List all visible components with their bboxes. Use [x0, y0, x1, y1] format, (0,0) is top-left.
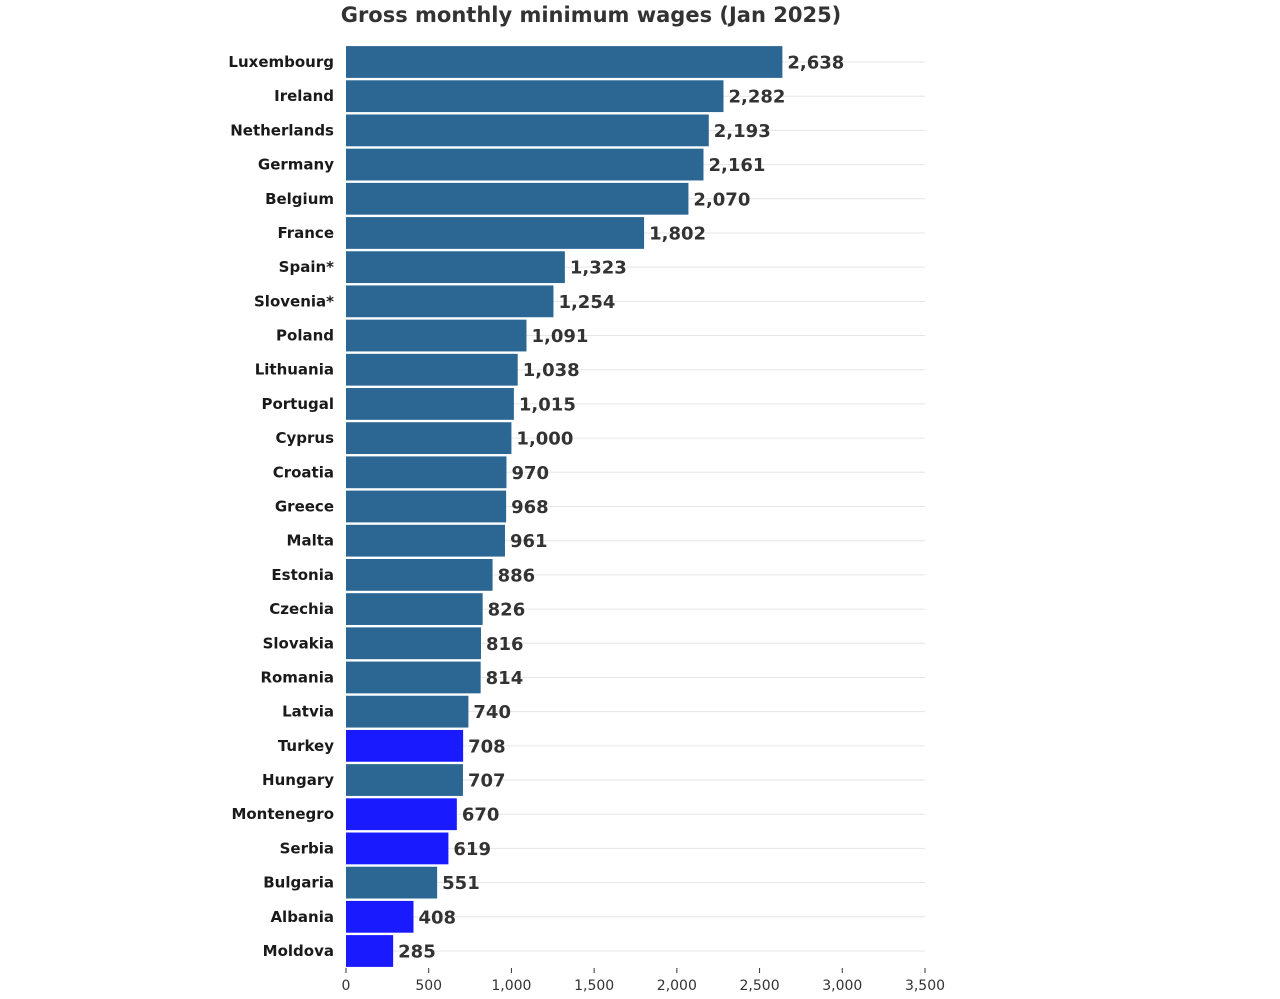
value-label: 707 — [468, 771, 506, 792]
category-label: Moldova — [263, 942, 334, 960]
value-label: 826 — [488, 600, 526, 621]
category-label: Malta — [287, 532, 334, 550]
x-tick-label: 0 — [342, 978, 351, 994]
bar — [346, 251, 565, 284]
bar — [346, 319, 527, 352]
category-label: Luxembourg — [228, 53, 334, 71]
category-label: Hungary — [262, 771, 334, 789]
value-label: 814 — [486, 668, 524, 689]
x-tick-label: 3,500 — [905, 978, 945, 994]
bar — [346, 524, 505, 557]
bar — [346, 182, 689, 215]
bar — [346, 764, 463, 796]
category-label: Spain* — [279, 258, 334, 276]
x-tick-label: 1,000 — [491, 978, 531, 994]
bar — [346, 422, 512, 455]
value-label: 1,091 — [531, 326, 588, 347]
x-tick-label: 2,000 — [657, 978, 697, 994]
bar — [346, 695, 469, 728]
bars — [346, 46, 783, 967]
value-label: 1,802 — [649, 223, 706, 244]
value-label: 2,161 — [708, 155, 765, 176]
category-label: Serbia — [280, 839, 334, 857]
category-label: Greece — [275, 498, 334, 516]
bar — [346, 832, 449, 865]
category-labels: Luxembourg Ireland Netherlands Germany Belgi… — [228, 53, 334, 960]
category-label: Netherlands — [230, 121, 334, 139]
category-label: Turkey — [278, 737, 334, 755]
value-label: 708 — [468, 736, 506, 757]
value-label: 551 — [442, 873, 480, 894]
category-label: Albania — [270, 908, 334, 926]
bar — [346, 148, 704, 181]
x-tick-label: 500 — [415, 978, 442, 994]
bar — [346, 80, 724, 113]
value-label: 2,282 — [729, 87, 786, 108]
value-label: 2,070 — [693, 189, 750, 210]
bar — [346, 114, 709, 147]
value-label: 961 — [510, 531, 548, 552]
bar — [346, 456, 507, 489]
category-label: Slovakia — [263, 634, 334, 652]
chart-title: Gross monthly minimum wages (Jan 2025) — [341, 3, 842, 27]
bar — [346, 798, 457, 831]
x-tick-label: 1,500 — [574, 978, 614, 994]
category-label: Croatia — [273, 463, 334, 481]
category-label: Montenegro — [231, 805, 334, 823]
value-label: 285 — [398, 942, 436, 963]
x-tick-label: 2,500 — [740, 978, 780, 994]
bar — [346, 217, 645, 249]
value-label: 408 — [418, 907, 456, 928]
category-label: Slovenia* — [254, 292, 334, 310]
bar — [346, 46, 783, 78]
category-label: Lithuania — [255, 361, 334, 379]
category-label: Poland — [276, 327, 334, 345]
x-axis: 0 500 1,000 1,500 2,000 2,500 3,000 3,500 — [342, 968, 945, 994]
value-label: 2,638 — [787, 53, 844, 74]
value-label: 740 — [473, 702, 511, 723]
category-label: Romania — [260, 668, 334, 686]
category-label: Bulgaria — [263, 874, 334, 892]
bar — [346, 935, 394, 967]
bar — [346, 388, 514, 420]
category-label: Germany — [258, 156, 334, 174]
bar — [346, 285, 554, 318]
category-label: Estonia — [271, 566, 334, 584]
value-label: 670 — [462, 805, 500, 826]
value-label: 1,038 — [523, 360, 580, 381]
x-tick-label: 3,000 — [822, 978, 862, 994]
value-label: 2,193 — [714, 121, 771, 142]
bar — [346, 490, 507, 523]
category-label: Ireland — [274, 87, 334, 105]
value-label: 1,254 — [558, 292, 615, 313]
value-label: 968 — [511, 497, 549, 518]
value-label: 1,323 — [570, 258, 627, 279]
category-label: Cyprus — [275, 429, 334, 447]
bar — [346, 353, 518, 386]
category-label: Portugal — [261, 395, 334, 413]
bar — [346, 661, 481, 694]
bar — [346, 866, 438, 899]
value-label: 619 — [453, 839, 491, 860]
category-label: Czechia — [269, 600, 334, 618]
bar — [346, 593, 483, 625]
category-label: France — [277, 224, 334, 242]
bar — [346, 627, 481, 660]
value-label: 1,015 — [519, 394, 576, 415]
category-label: Latvia — [282, 703, 334, 721]
value-label: 816 — [486, 634, 524, 655]
value-label: 1,000 — [516, 429, 573, 450]
bar — [346, 900, 414, 933]
value-label: 886 — [498, 565, 536, 586]
value-label: 970 — [511, 463, 549, 484]
bar — [346, 558, 493, 591]
category-label: Belgium — [265, 190, 334, 208]
bar — [346, 729, 464, 762]
